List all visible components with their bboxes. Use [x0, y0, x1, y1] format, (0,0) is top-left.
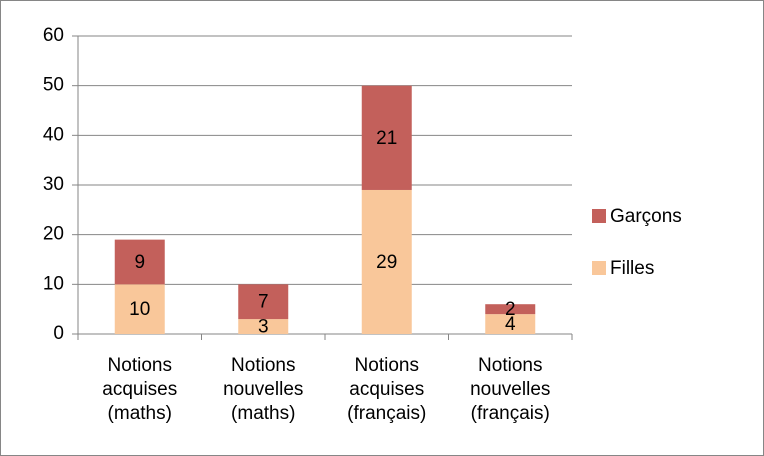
- bar-segment: [361, 85, 412, 190]
- data-label: 21: [376, 128, 397, 149]
- legend-swatch: [592, 261, 606, 275]
- data-label: 4: [505, 314, 516, 335]
- data-label: 29: [376, 252, 397, 273]
- x-tick-label: Notions: [108, 355, 172, 376]
- x-tick-label: (français): [471, 403, 550, 424]
- x-tick-label: Notions: [231, 355, 295, 376]
- bar-segment: [238, 284, 289, 320]
- data-label: 3: [258, 317, 269, 338]
- bar-segment: [114, 284, 165, 334]
- y-tick-label: 0: [53, 323, 64, 344]
- bar-segment: [114, 239, 165, 285]
- y-tick-label: 20: [43, 224, 64, 245]
- data-label: 7: [258, 292, 269, 313]
- bar-segment: [485, 304, 536, 315]
- x-tick-label: (maths): [108, 403, 172, 424]
- legend-swatch: [592, 209, 606, 223]
- x-tick-label: acquises: [102, 379, 177, 400]
- legend-label: Garçons: [610, 206, 682, 227]
- y-tick-label: 30: [43, 174, 64, 195]
- y-tick-label: 10: [43, 273, 64, 294]
- x-tick-label: acquises: [349, 379, 424, 400]
- y-tick-label: 60: [43, 25, 64, 46]
- x-tick-label: (français): [347, 403, 426, 424]
- x-tick-label: (maths): [231, 403, 295, 424]
- data-label: 2: [505, 299, 516, 320]
- x-tick-label: Notions: [355, 355, 419, 376]
- bar-segment: [238, 319, 289, 334]
- data-label: 9: [134, 252, 145, 273]
- y-tick-label: 40: [43, 124, 64, 145]
- bar-segment: [361, 189, 412, 334]
- data-label: 10: [129, 299, 150, 320]
- legend-label: Filles: [610, 258, 654, 279]
- x-tick-label: nouvelles: [223, 379, 303, 400]
- y-tick-label: 50: [43, 75, 64, 96]
- x-tick-label: nouvelles: [470, 379, 550, 400]
- bar-segment: [485, 314, 536, 334]
- x-tick-label: Notions: [478, 355, 542, 376]
